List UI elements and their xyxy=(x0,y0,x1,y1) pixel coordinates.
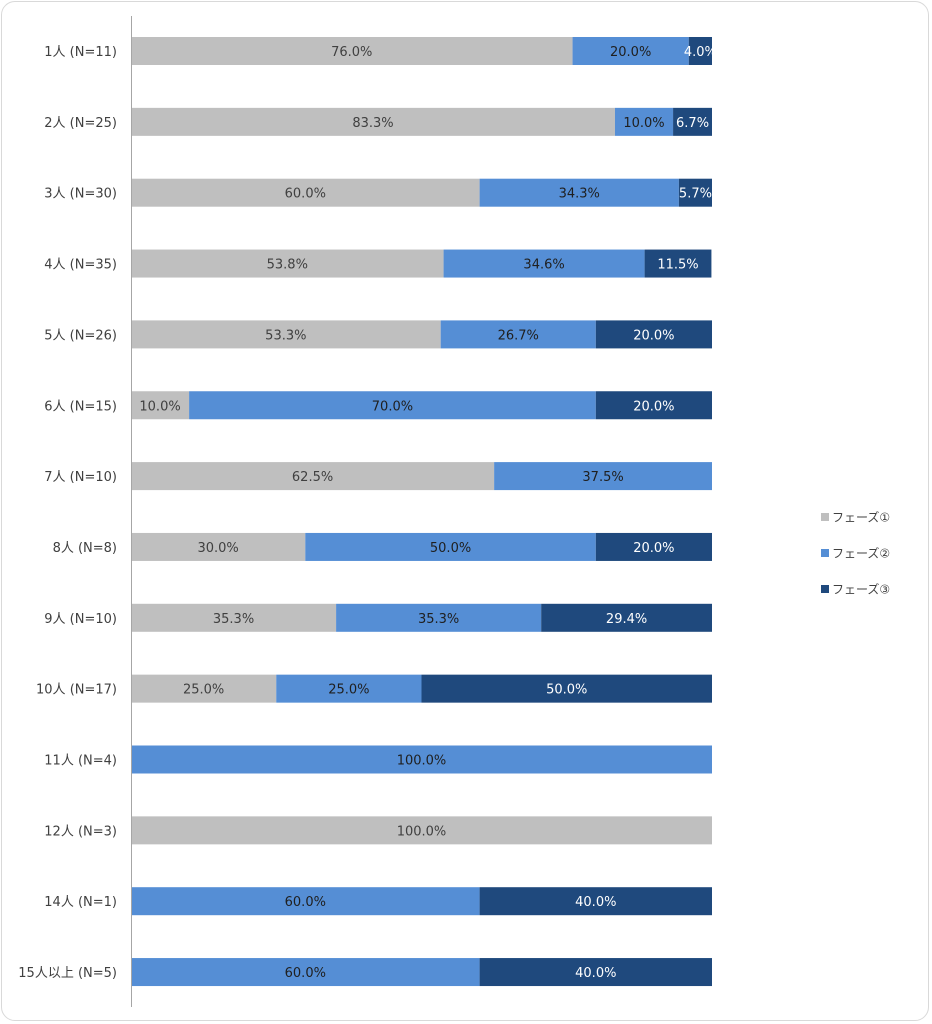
data-label: 83.3% xyxy=(352,116,393,131)
bar-segment-series-3 xyxy=(421,674,712,703)
bar-segment-series-2 xyxy=(189,391,596,420)
data-label: 26.7% xyxy=(498,328,539,343)
data-label: 62.5% xyxy=(292,470,333,485)
data-label: 60.0% xyxy=(285,187,326,202)
bar-segment-series-1 xyxy=(131,816,712,845)
data-label: 11.5% xyxy=(657,258,698,273)
category-label: 1人 (N=11) xyxy=(44,45,117,60)
bar-segment-series-2 xyxy=(276,674,422,703)
value-labels-group: 76.0% 20.0% 4.0% 83.3% 10.0% 6.7% 60.0% 34.3% 5.… xyxy=(139,45,717,981)
data-label: 60.0% xyxy=(285,966,326,981)
data-label: 35.3% xyxy=(418,612,459,627)
bar-segment-series-3 xyxy=(595,320,712,349)
data-label: 30.0% xyxy=(197,541,238,556)
bar-segment-series-1 xyxy=(131,674,277,703)
bar-segment-series-2 xyxy=(336,603,542,632)
bar-segment-series-3 xyxy=(673,107,712,136)
bars-group xyxy=(131,37,712,987)
data-label: 37.5% xyxy=(582,470,623,485)
category-label: 11人 (N=4) xyxy=(44,754,117,769)
data-label: 40.0% xyxy=(575,895,616,910)
bar-segment-series-2 xyxy=(305,532,596,561)
data-label: 53.3% xyxy=(265,328,306,343)
category-label: 5人 (N=26) xyxy=(44,328,117,343)
bar-segment-series-1 xyxy=(131,320,441,349)
data-label: 76.0% xyxy=(331,45,372,60)
bar-segment-series-3 xyxy=(595,532,712,561)
data-label: 10.0% xyxy=(139,399,180,414)
data-label: 50.0% xyxy=(546,683,587,698)
data-label: 40.0% xyxy=(575,966,616,981)
bar-segment-series-2 xyxy=(614,107,674,136)
legend-label: フェーズ② xyxy=(832,546,890,561)
bar-segment-series-2 xyxy=(572,37,689,65)
data-label: 20.0% xyxy=(633,328,674,343)
legend-swatch xyxy=(821,549,829,557)
bar-segment-series-3 xyxy=(595,391,712,420)
bar-segment-series-2 xyxy=(494,462,712,491)
bar-segment-series-1 xyxy=(131,178,480,207)
legend-label: フェーズ① xyxy=(832,510,890,525)
bar-segment-series-3 xyxy=(479,887,712,916)
legend-swatch xyxy=(821,585,829,593)
bar-segment-series-1 xyxy=(131,391,190,420)
data-label: 20.0% xyxy=(633,399,674,414)
data-label: 4.0% xyxy=(684,45,717,60)
bar-segment-series-2 xyxy=(443,249,645,278)
bar-segment-series-2 xyxy=(131,745,712,774)
data-label: 20.0% xyxy=(610,45,651,60)
data-label: 29.4% xyxy=(606,612,647,627)
category-labels-group: 1人 (N=11) 2人 (N=25) 3人 (N=30) 4人 (N=35) 5人 (… xyxy=(18,45,117,981)
data-label: 5.7% xyxy=(679,187,712,202)
bar-segment-series-1 xyxy=(131,532,306,561)
bar-segment-series-1 xyxy=(131,37,573,65)
bar-segment-series-3 xyxy=(479,958,712,987)
data-label: 70.0% xyxy=(372,399,413,414)
category-label: 8人 (N=8) xyxy=(53,541,117,556)
bar-segment-series-2 xyxy=(131,887,480,916)
data-label: 25.0% xyxy=(183,683,224,698)
data-label: 6.7% xyxy=(676,116,709,131)
legend: フェーズ① フェーズ② フェーズ③ xyxy=(821,510,890,597)
legend-label: フェーズ③ xyxy=(832,582,890,597)
bar-segment-series-2 xyxy=(479,178,679,207)
category-label: 10人 (N=17) xyxy=(36,683,117,698)
data-label: 34.6% xyxy=(523,258,564,273)
bar-segment-series-1 xyxy=(131,462,495,491)
bar-segment-series-2 xyxy=(440,320,596,349)
bar-segment-series-1 xyxy=(131,249,444,278)
bar-segment-series-3 xyxy=(541,603,712,632)
bar-segment-series-2 xyxy=(131,958,480,987)
data-label: 25.0% xyxy=(328,683,369,698)
category-label: 4人 (N=35) xyxy=(44,258,117,273)
category-label: 6人 (N=15) xyxy=(44,399,117,414)
category-label: 2人 (N=25) xyxy=(44,116,117,131)
data-label: 100.0% xyxy=(397,754,447,769)
bar-segment-series-1 xyxy=(131,107,615,136)
data-label: 60.0% xyxy=(285,895,326,910)
data-label: 34.3% xyxy=(559,187,600,202)
category-label: 14人 (N=1) xyxy=(44,895,117,910)
data-label: 50.0% xyxy=(430,541,471,556)
bar-segment-series-3 xyxy=(644,249,712,278)
category-label: 7人 (N=10) xyxy=(44,470,117,485)
legend-swatch xyxy=(821,513,829,521)
category-label: 9人 (N=10) xyxy=(44,612,117,627)
bar-segment-series-3 xyxy=(688,37,712,65)
category-label: 3人 (N=30) xyxy=(44,187,117,202)
category-label: 15人以上 (N=5) xyxy=(18,966,117,981)
bar-segment-series-3 xyxy=(678,178,712,207)
data-label: 35.3% xyxy=(213,612,254,627)
data-label: 100.0% xyxy=(397,824,447,839)
data-label: 20.0% xyxy=(633,541,674,556)
bar-segment-series-1 xyxy=(131,603,337,632)
data-label: 53.8% xyxy=(267,258,308,273)
data-label: 10.0% xyxy=(623,116,664,131)
category-label: 12人 (N=3) xyxy=(44,824,117,839)
